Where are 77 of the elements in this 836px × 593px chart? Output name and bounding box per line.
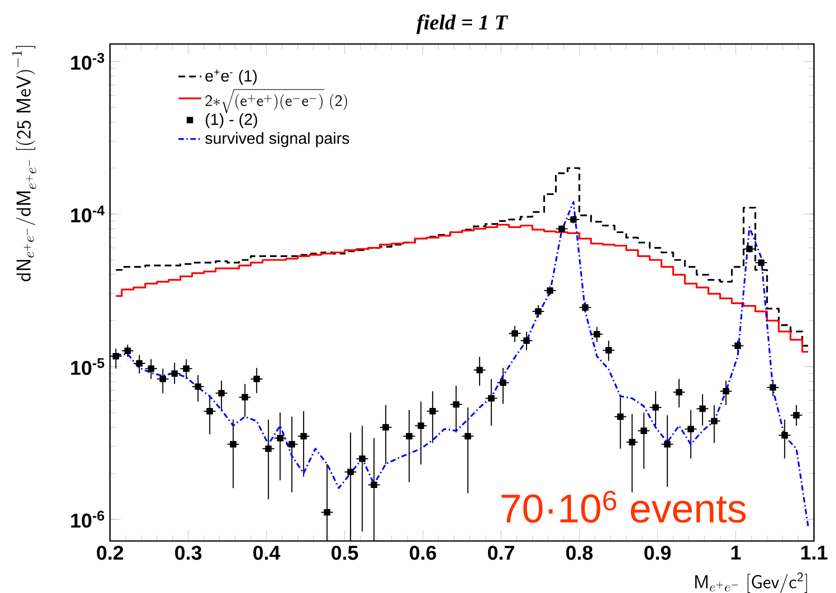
point (523, 337, 530, 344)
y-tick-label: 10$^{-6}$ (71, 510, 104, 528)
x-tick-label: 0.2 (96, 546, 124, 560)
legend-label: e$^{+}$e$^{-}$ (1) (205, 69, 257, 85)
x-tick-label: 0.9 (644, 546, 671, 560)
point (148, 365, 154, 372)
x-axis-title: $\mathsf{M}_{e^{+}e^{-}}\ \mathsf{[Gev/c^{2}]}$ (695, 572, 808, 593)
point (570, 216, 577, 223)
point (288, 441, 296, 448)
point (112, 353, 120, 360)
legend-label: survived signal pairs (205, 132, 350, 148)
y-tick-label: 10$^{-5}$ (71, 358, 104, 375)
point (429, 408, 436, 414)
point (640, 428, 648, 434)
point (171, 370, 178, 377)
point (242, 394, 248, 400)
point (452, 401, 460, 408)
point (206, 408, 213, 414)
point (406, 432, 412, 440)
point (711, 418, 718, 424)
x-tick-label: 0.5 (332, 546, 358, 560)
annotation: 70·10$^{6}$ events (502, 490, 746, 523)
x-tick-label: 0.8 (566, 546, 593, 560)
point (218, 390, 225, 396)
point (546, 287, 554, 294)
legend-label: $\mathsf{2}{*}\sqrt{(\mathsf{e}^{+}\mathsf{e}^{+})(\mathsf{e}^{-}\mathsf{e}^{-})}\ \mathsf{(2)}$ (205, 89, 347, 114)
x-tick-label: 1.1 (801, 546, 828, 560)
point (582, 304, 588, 311)
point (276, 434, 284, 442)
point (230, 441, 236, 448)
point (136, 360, 143, 367)
point (347, 468, 354, 476)
point (558, 226, 565, 232)
point (652, 404, 659, 411)
point (488, 395, 495, 402)
point (382, 424, 389, 431)
point (300, 432, 307, 440)
point (418, 422, 424, 429)
point (676, 388, 682, 396)
point (722, 388, 730, 394)
point (734, 342, 741, 349)
point (464, 432, 472, 440)
point (746, 246, 753, 252)
point (793, 412, 800, 418)
point (124, 348, 131, 354)
point (699, 405, 706, 412)
point (605, 347, 612, 354)
point (628, 438, 636, 446)
point (183, 365, 190, 372)
chart-title: field = 1 T (416, 14, 508, 34)
point (359, 456, 366, 462)
point (370, 482, 378, 488)
point (688, 426, 694, 432)
point (535, 308, 542, 315)
point (265, 445, 272, 452)
y-axis-title: $\mathsf{dN}_{e^{+}e^{-}}\mathsf{/dM}_{e^{+}e^{-}}\ \mathsf{[(25\ MeV)}^{-1}\mathsf{]}$ (12, 46, 36, 282)
point (160, 376, 166, 382)
point (781, 432, 788, 438)
point (758, 259, 764, 266)
point (594, 331, 600, 338)
point (476, 366, 483, 374)
point (617, 413, 624, 420)
x-tick-label: 0.3 (175, 546, 202, 560)
point (324, 509, 330, 516)
point (770, 384, 776, 391)
point (194, 383, 202, 390)
x-tick-label: 0.4 (253, 546, 280, 560)
point (500, 379, 506, 386)
x-tick-label: 0.6 (410, 546, 436, 560)
y-tick-label: 10$^{-4}$ (71, 206, 105, 222)
x-tick-label: 1 (731, 546, 741, 560)
x-tick-label: 0.7 (488, 546, 514, 560)
point (512, 330, 518, 337)
point (664, 441, 671, 448)
y-tick-label: 10$^{-3}$ (71, 52, 104, 70)
legend-label: (1) - (2) (206, 113, 258, 128)
point (253, 376, 260, 382)
